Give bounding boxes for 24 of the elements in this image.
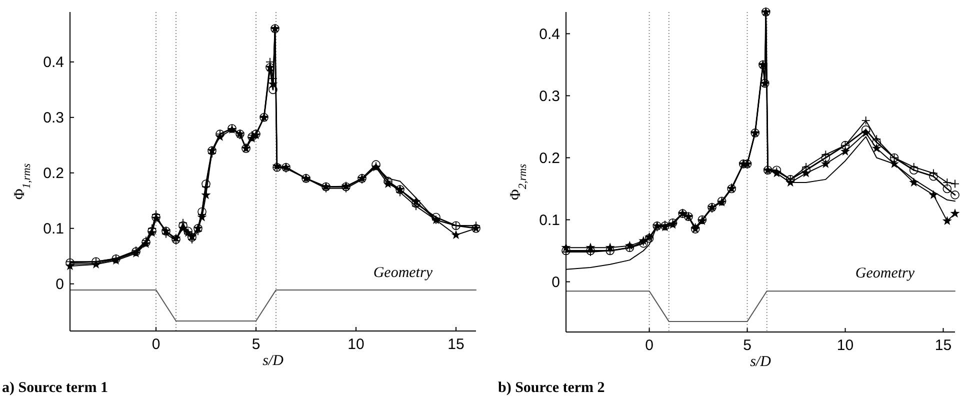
x-tick-label: 10	[836, 337, 854, 354]
text: a) Source term 1	[2, 380, 108, 396]
y-tick-label: 0	[56, 276, 64, 294]
y-tick-label: 0.4	[43, 54, 64, 72]
x-tick-label: 15	[448, 336, 464, 353]
y-tick-label: 0.2	[43, 165, 64, 182]
y-tick-label: 0.1	[539, 212, 560, 229]
x-tick-label: 5	[743, 337, 752, 354]
x-tick-label: 0	[645, 337, 654, 354]
x-axis-title: s/D	[750, 354, 772, 370]
y-tick-label: 0.3	[539, 88, 560, 105]
x-axis-title: s/D	[262, 353, 284, 369]
annotation: Geometry	[855, 266, 915, 282]
x-tick-label: 15	[934, 337, 952, 354]
annotation: Geometry	[373, 264, 433, 281]
x-tick-label: 10	[348, 336, 364, 353]
y-tick-label: 0.3	[43, 110, 64, 127]
x-tick-label: 5	[252, 336, 260, 353]
y-tick-label: 0.4	[539, 26, 560, 43]
y-tick-label: 0.2	[539, 150, 560, 167]
x-tick-label: 0	[152, 336, 160, 353]
y-tick-label: 0	[552, 274, 560, 292]
text: b) Source term 2	[498, 380, 605, 396]
y-tick-label: 0.1	[43, 220, 64, 238]
